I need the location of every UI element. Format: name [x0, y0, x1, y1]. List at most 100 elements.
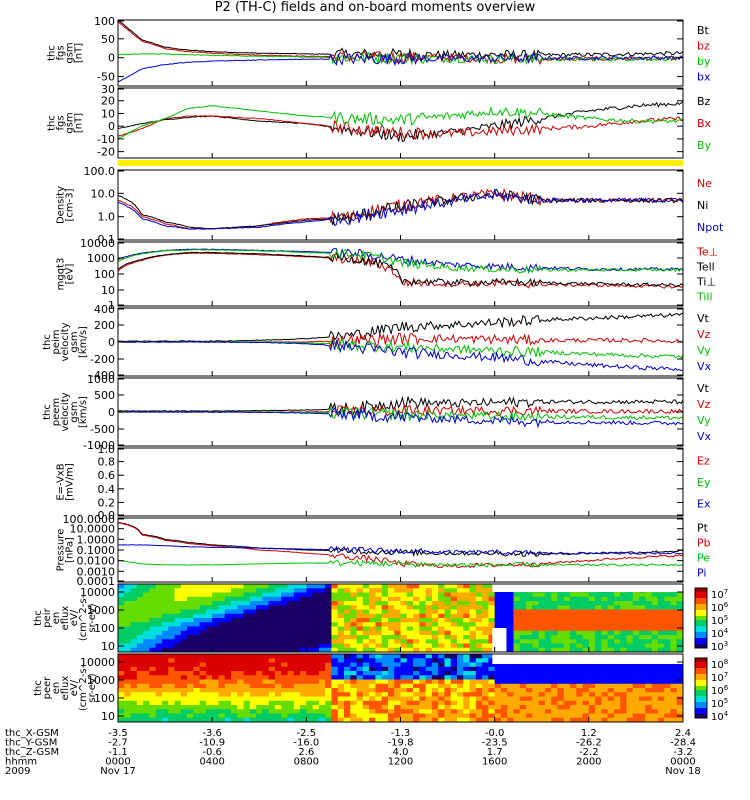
heatmap-cell	[344, 613, 351, 619]
y-axis-label-peer_eflux: eflux	[60, 676, 71, 701]
heatmap-cell	[563, 639, 571, 644]
heatmap-cell	[193, 609, 201, 615]
heatmap-cell	[626, 679, 634, 685]
heatmap-cell	[337, 609, 345, 615]
heatmap-cell	[419, 601, 427, 606]
heatmap-cell	[513, 613, 521, 619]
heatmap-cell	[557, 613, 565, 619]
heatmap-cell	[400, 717, 408, 723]
heatmap-cell	[124, 588, 132, 593]
heatmap-cell	[262, 713, 270, 719]
heatmap-cell	[143, 713, 150, 719]
heatmap-cell	[431, 626, 439, 632]
heatmap-cell	[419, 666, 427, 672]
heatmap-cell	[168, 713, 175, 719]
heatmap-cell	[161, 666, 169, 672]
heatmap-cell	[155, 679, 163, 685]
heatmap-cell	[482, 592, 489, 598]
heatmap-cell	[469, 683, 477, 689]
heatmap-cell	[300, 675, 307, 680]
heatmap-cell	[601, 639, 609, 644]
heatmap-cell	[607, 643, 615, 649]
heatmap-cell	[369, 675, 376, 680]
heatmap-cell	[318, 692, 326, 697]
heatmap-cell	[375, 609, 383, 615]
heatmap-cell	[325, 654, 332, 659]
heatmap-cell	[431, 688, 439, 693]
heatmap-cell	[595, 675, 602, 680]
heatmap-cell	[425, 618, 433, 623]
heatmap-cell	[475, 671, 483, 676]
heatmap-cell	[281, 601, 288, 606]
heatmap-cell	[513, 635, 521, 640]
y-axis-label-peim_velocity: [km/s]	[78, 326, 89, 358]
heatmap-cell	[369, 683, 376, 689]
heatmap-cell	[413, 639, 420, 644]
heatmap-cell	[237, 609, 245, 615]
heatmap-cell	[670, 609, 678, 615]
heatmap-cell	[281, 692, 288, 697]
heatmap-cell	[551, 709, 558, 714]
heatmap-cell	[463, 666, 471, 672]
heatmap-cell	[400, 635, 408, 640]
heatmap-cell	[438, 588, 445, 593]
heatmap-cell	[438, 592, 445, 598]
heatmap-cell	[507, 717, 514, 723]
heatmap-cell	[538, 592, 546, 598]
heatmap-cell	[664, 696, 671, 702]
heatmap-cell	[450, 588, 458, 593]
heatmap-cell	[576, 662, 584, 668]
heatmap-cell	[425, 679, 433, 685]
y-axis-label-peim_velocity: velocity	[60, 322, 71, 361]
heatmap-cell	[639, 675, 646, 680]
heatmap-cell	[532, 639, 540, 644]
heatmap-cell	[344, 709, 351, 714]
heatmap-cell	[613, 692, 621, 697]
heatmap-cell	[463, 592, 471, 598]
heatmap-cell	[155, 696, 163, 702]
heatmap-cell	[670, 666, 678, 672]
heatmap-cell	[199, 635, 207, 640]
heatmap-cell	[645, 709, 653, 714]
heatmap-cell	[494, 622, 502, 627]
heatmap-cell	[381, 662, 389, 668]
heatmap-cell	[237, 692, 245, 697]
colorbar-cell	[695, 668, 707, 671]
heatmap-cell	[231, 700, 238, 706]
heatmap-cell	[551, 618, 558, 623]
heatmap-cell	[507, 596, 514, 602]
heatmap-cell	[312, 688, 320, 693]
heatmap-cell	[563, 596, 571, 602]
heatmap-cell	[136, 584, 144, 589]
heatmap-cell	[394, 671, 401, 676]
heatmap-cell	[557, 692, 565, 697]
heatmap-cell	[281, 588, 288, 593]
heatmap-cell	[381, 666, 389, 672]
heatmap-cell	[337, 584, 345, 589]
heatmap-cell	[224, 592, 232, 598]
heatmap-cell	[375, 683, 383, 689]
heatmap-cell	[325, 601, 332, 606]
heatmap-cell	[193, 601, 201, 606]
heatmap-cell	[419, 696, 427, 702]
heatmap-cell	[293, 635, 301, 640]
heatmap-cell	[444, 635, 452, 640]
heatmap-cell	[124, 643, 132, 649]
heatmap-cell	[187, 705, 194, 710]
heatmap-cell	[231, 592, 238, 598]
colorbar-cell	[695, 696, 707, 699]
heatmap-cell	[676, 705, 684, 710]
heatmap-cell	[475, 584, 483, 589]
heatmap-cell	[676, 662, 684, 668]
heatmap-cell	[136, 671, 144, 676]
heatmap-cell	[312, 588, 320, 593]
heatmap-cell	[149, 688, 157, 693]
heatmap-cell	[544, 713, 552, 719]
heatmap-cell	[576, 692, 584, 697]
heatmap-cell	[325, 647, 332, 653]
heatmap-cell	[155, 700, 163, 706]
heatmap-cell	[293, 700, 301, 706]
heatmap-cell	[187, 630, 194, 636]
heatmap-cell	[406, 688, 414, 693]
heatmap-gap	[492, 584, 683, 592]
